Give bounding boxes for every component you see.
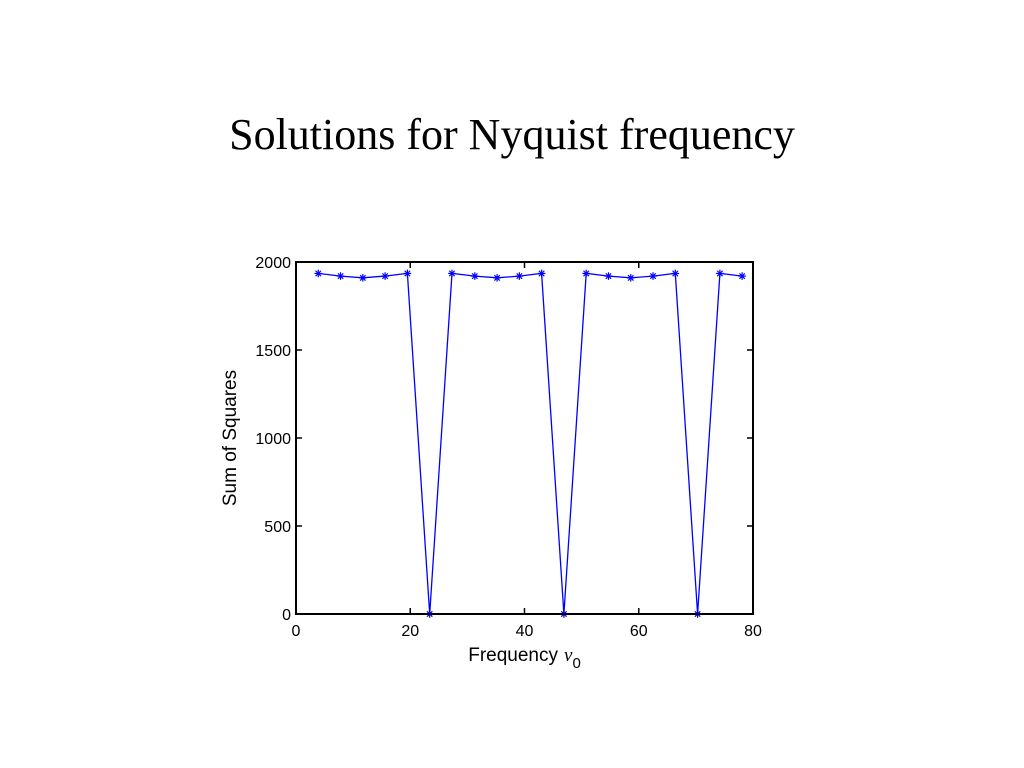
y-tick-label: 500 (264, 519, 291, 536)
data-point (403, 269, 412, 278)
data-point (671, 269, 680, 278)
data-point (537, 269, 546, 278)
plot-layer (314, 269, 746, 618)
x-axis-label-subscript: 0 (572, 655, 580, 672)
data-point (649, 272, 657, 280)
x-tick-label: 60 (630, 623, 648, 640)
data-point (381, 272, 389, 280)
x-axis-label-symbol: ν (564, 645, 573, 666)
data-point (359, 274, 367, 282)
x-tick-label: 40 (516, 623, 534, 640)
data-point (582, 269, 590, 278)
data-point (448, 269, 456, 278)
x-tick-label: 0 (292, 623, 301, 640)
data-point (493, 274, 501, 282)
data-point (626, 274, 635, 282)
data-point (738, 272, 746, 280)
x-axis-label: Frequency ν0 (468, 645, 581, 672)
y-tick-label: 0 (282, 607, 291, 624)
x-axis-label-text: Frequency (468, 645, 558, 666)
data-point (604, 272, 613, 280)
series-line (318, 272, 743, 615)
data-point (314, 269, 323, 278)
data-point (336, 272, 345, 280)
y-tick-label: 1500 (255, 343, 291, 360)
y-axis-label: Sum of Squares (220, 370, 241, 506)
x-tick-label: 20 (401, 623, 419, 640)
y-tick-label: 2000 (255, 255, 291, 272)
plot-frame (295, 261, 754, 615)
data-point (515, 272, 524, 280)
x-tick-label: 80 (744, 623, 762, 640)
data-point (471, 272, 479, 280)
slide-title: Solutions for Nyquist frequency (229, 110, 795, 159)
ticks-layer: 0 20 40 60 80 0 500 1000 1500 2000 (255, 255, 762, 640)
y-tick-label: 1000 (255, 431, 291, 448)
data-point (716, 269, 724, 278)
